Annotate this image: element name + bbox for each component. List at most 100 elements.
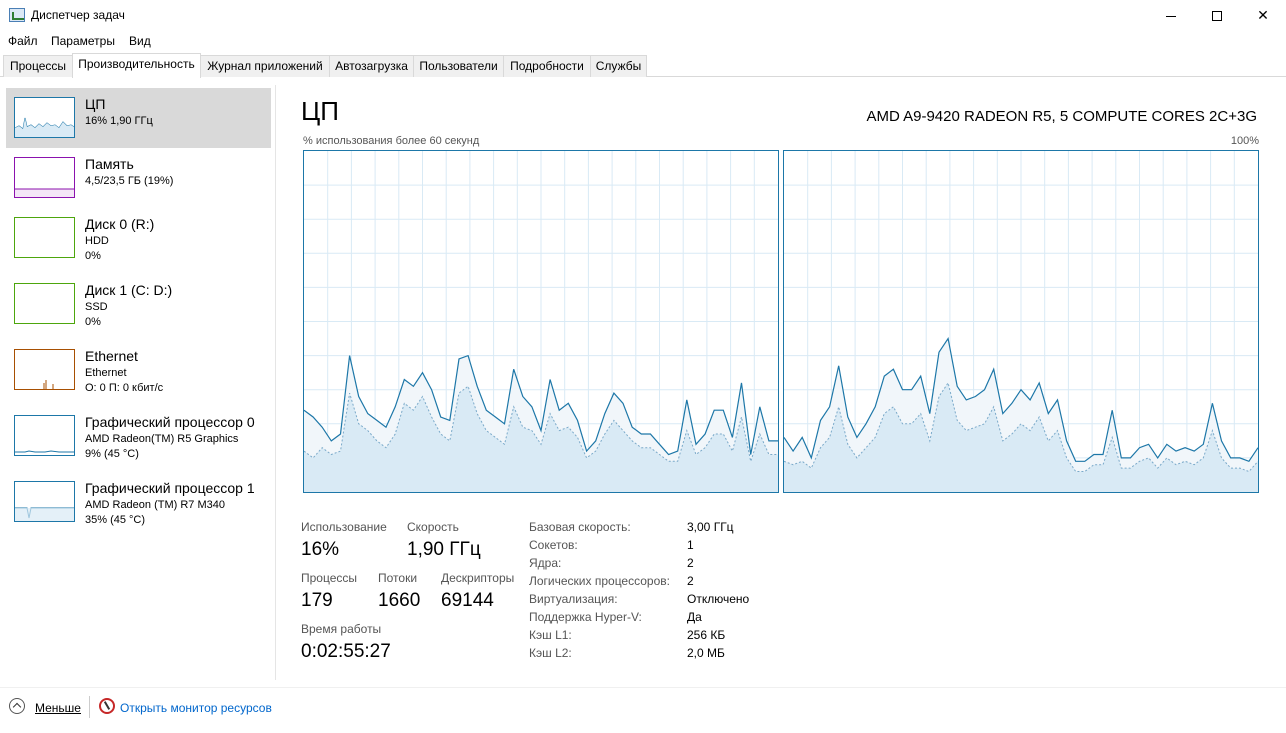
- open-resource-monitor-link[interactable]: Открыть монитор ресурсов: [120, 701, 272, 715]
- cpu-graph-core-0: [303, 150, 779, 493]
- cpu-kernel-line: [304, 385, 778, 464]
- usage-label: Использование: [301, 520, 387, 534]
- window-title: Диспетчер задач: [31, 8, 125, 22]
- spec-value: 2,0 МБ: [687, 646, 725, 660]
- tab-bar: Процессы Производительность Журнал прило…: [0, 53, 1286, 78]
- minimize-icon: [1166, 15, 1176, 17]
- spec-value: Отключено: [687, 592, 750, 606]
- menu-file[interactable]: Файл: [8, 34, 38, 48]
- spec-label: Сокетов:: [529, 538, 578, 552]
- maximize-button[interactable]: [1194, 0, 1240, 31]
- tab-services[interactable]: Службы: [590, 55, 647, 77]
- spec-value: 3,00 ГГц: [687, 520, 734, 534]
- resource-monitor-icon[interactable]: [99, 698, 115, 714]
- sidebar-item-detail: 16% 1,90 ГГц: [85, 115, 153, 127]
- sidebar-item-detail: HDD: [85, 235, 109, 247]
- handles-label: Дескрипторы: [441, 571, 515, 585]
- cpu-kernel-line: [784, 381, 1258, 473]
- sidebar-item-name: ЦП: [85, 96, 106, 112]
- spec-label: Кэш L2:: [529, 646, 572, 660]
- sidebar-item-name: Ethernet: [85, 348, 138, 364]
- spec-value: 2: [687, 556, 694, 570]
- graph-max-label: 100%: [1230, 135, 1259, 147]
- sidebar-thumbnail-graph: [14, 97, 75, 138]
- cpu-graph-1-svg: [784, 151, 1258, 492]
- sidebar-item-detail: AMD Radeon (TM) R7 M340: [85, 499, 225, 511]
- sidebar-thumbnail-graph: [14, 217, 75, 258]
- sidebar-item-detail-2: 9% (45 °C): [85, 448, 139, 460]
- menu-view[interactable]: Вид: [129, 34, 151, 48]
- sidebar-item-name: Графический процессор 0: [85, 414, 255, 430]
- collapse-icon[interactable]: [9, 698, 25, 714]
- sidebar-item-detail-2: 35% (45 °C): [85, 514, 146, 526]
- tab-performance[interactable]: Производительность: [72, 53, 201, 78]
- sidebar-thumbnail-graph: [14, 283, 75, 324]
- spec-label: Ядра:: [529, 556, 562, 570]
- sidebar-item-detail-2: О: 0 П: 0 кбит/с: [85, 382, 164, 394]
- spec-label: Базовая скорость:: [529, 520, 631, 534]
- task-manager-icon: [9, 8, 25, 22]
- processes-value: 179: [301, 590, 333, 611]
- tab-app-history[interactable]: Журнал приложений: [200, 55, 330, 77]
- minimize-button[interactable]: [1148, 0, 1194, 31]
- maximize-icon: [1212, 11, 1222, 22]
- tab-startup[interactable]: Автозагрузка: [329, 55, 414, 77]
- sidebar-item-1[interactable]: Память 4,5/23,5 ГБ (19%): [6, 148, 271, 208]
- tab-processes[interactable]: Процессы: [3, 55, 73, 77]
- spec-label: Логических процессоров:: [529, 574, 670, 588]
- sidebar-thumbnail-graph: [14, 157, 75, 198]
- graph-caption: % использования более 60 секунд: [303, 135, 480, 147]
- sidebar-thumbnail-graph: [14, 349, 75, 390]
- spec-label: Виртуализация:: [529, 592, 618, 606]
- cpu-usage-line: [784, 336, 1258, 463]
- menu-bar: Файл Параметры Вид: [0, 31, 1286, 51]
- fewer-details-link[interactable]: Меньше: [35, 701, 81, 715]
- sidebar-item-detail: Ethernet: [85, 367, 127, 379]
- cpu-kernel-area: [784, 382, 1258, 492]
- sidebar-item-name: Диск 1 (C: D:): [85, 282, 173, 298]
- sidebar-thumbnail-graph: [14, 481, 75, 522]
- sidebar-item-name: Графический процессор 1: [85, 480, 255, 496]
- menu-options[interactable]: Параметры: [51, 34, 115, 48]
- footer-divider: [89, 696, 90, 718]
- uptime-value: 0:02:55:27: [301, 641, 391, 662]
- sidebar-item-detail: AMD Radeon(TM) R5 Graphics: [85, 433, 239, 445]
- cpu-kernel-area: [304, 386, 778, 492]
- sidebar-item-2[interactable]: Диск 0 (R:) HDD 0%: [6, 208, 271, 268]
- sidebar-item-detail-2: 0%: [85, 250, 101, 262]
- tab-details[interactable]: Подробности: [503, 55, 591, 77]
- spec-value: Да: [687, 610, 702, 624]
- sidebar-item-name: Память: [85, 156, 134, 172]
- tab-users[interactable]: Пользователи: [413, 55, 504, 77]
- sidebar-item-0[interactable]: ЦП 16% 1,90 ГГц: [6, 88, 271, 148]
- close-button[interactable]: ✕: [1240, 0, 1286, 31]
- spec-value: 1: [687, 538, 694, 552]
- cpu-graph-core-1: [783, 150, 1259, 493]
- cpu-graph-0-svg: [304, 151, 778, 492]
- resource-sidebar: ЦП 16% 1,90 ГГц Память 4,5/23,5 ГБ (19%) Дис…: [0, 85, 276, 680]
- footer: Меньше Открыть монитор ресурсов: [0, 687, 1286, 733]
- sidebar-item-detail: SSD: [85, 301, 108, 313]
- usage-value: 16%: [301, 539, 340, 560]
- uptime-label: Время работы: [301, 622, 382, 636]
- page-title: ЦП: [301, 96, 339, 126]
- title-bar: Диспетчер задач ✕: [0, 0, 1286, 31]
- sidebar-thumbnail-graph: [14, 415, 75, 456]
- processes-label: Процессы: [301, 571, 358, 585]
- handles-value: 69144: [441, 590, 494, 611]
- spec-label: Кэш L1:: [529, 628, 572, 642]
- spec-value: 256 КБ: [687, 628, 726, 642]
- threads-label: Потоки: [378, 571, 418, 585]
- cpu-usage-line: [304, 354, 778, 456]
- threads-value: 1660: [378, 590, 421, 611]
- sidebar-item-5[interactable]: Графический процессор 0 AMD Radeon(TM) R5…: [6, 406, 271, 466]
- sidebar-item-6[interactable]: Графический процессор 1 AMD Radeon (TM) R…: [6, 472, 271, 532]
- speed-label: Скорость: [407, 520, 459, 534]
- sidebar-item-4[interactable]: Ethernet Ethernet О: 0 П: 0 кбит/с: [6, 340, 271, 400]
- sidebar-item-3[interactable]: Диск 1 (C: D:) SSD 0%: [6, 274, 271, 334]
- spec-label: Поддержка Hyper-V:: [529, 610, 642, 624]
- sidebar-item-detail: 4,5/23,5 ГБ (19%): [85, 175, 174, 187]
- close-icon: ✕: [1257, 7, 1269, 23]
- sidebar-item-name: Диск 0 (R:): [85, 216, 155, 232]
- speed-value: 1,90 ГГц: [407, 539, 481, 560]
